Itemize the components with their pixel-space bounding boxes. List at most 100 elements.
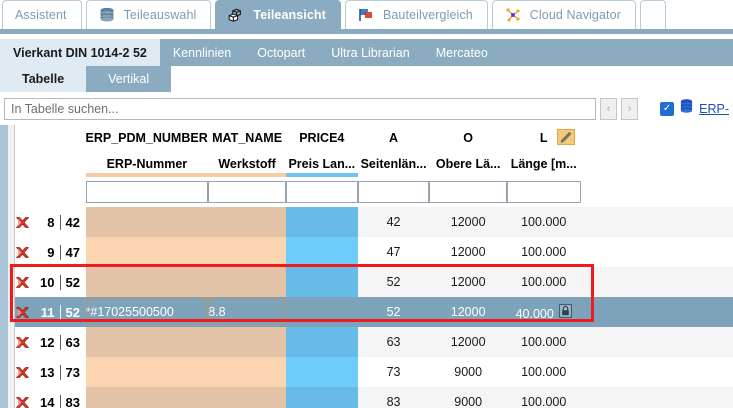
ribbon-tab-teileauswahl[interactable]: Teileauswahl <box>85 0 212 29</box>
cell-mat-name[interactable] <box>208 327 286 357</box>
cell-l[interactable]: 100.000 <box>506 267 581 297</box>
cell-price4[interactable] <box>285 327 358 357</box>
subtab-mercateo[interactable]: Mercateo <box>435 45 488 60</box>
cell-l[interactable]: 100.000 <box>506 207 581 237</box>
filter-input-PRICE4[interactable] <box>285 181 358 203</box>
cell-erp-number[interactable]: *#17025500500 <box>85 297 209 327</box>
cell-o[interactable]: 9000 <box>429 387 507 408</box>
cell-mat-name[interactable] <box>208 207 286 237</box>
cell-erp-number[interactable] <box>85 207 209 237</box>
filter-input-O[interactable] <box>429 181 507 203</box>
table-row[interactable]: 10 52 52 12000 100.000 <box>14 267 733 297</box>
cell-a[interactable]: 73 <box>357 357 430 387</box>
delete-row-icon[interactable] <box>15 245 36 260</box>
cell-o[interactable]: 12000 <box>429 297 507 327</box>
delete-row-icon[interactable] <box>15 395 36 408</box>
delete-row-icon[interactable] <box>15 275 36 290</box>
row-header[interactable]: 8 42 <box>14 207 86 237</box>
cell-trailing <box>580 357 733 387</box>
cell-price4[interactable] <box>285 387 358 408</box>
row-header[interactable]: 12 63 <box>14 327 86 357</box>
filter-input-ERP_PDM_NUMBER[interactable] <box>85 181 209 203</box>
column-code-O[interactable]: O <box>429 125 507 151</box>
cell-price4[interactable] <box>285 207 358 237</box>
cell-l[interactable]: 100.000 <box>506 327 581 357</box>
row-header[interactable]: 10 52 <box>14 267 86 297</box>
row-header[interactable]: 14 83 <box>14 387 86 408</box>
ribbon-tab-bauteilvergleich[interactable]: Bauteilvergleich <box>344 0 488 29</box>
cell-a[interactable]: 42 <box>357 207 430 237</box>
search-input[interactable] <box>4 97 596 120</box>
ribbon-tab-cloud-navigator[interactable]: Cloud Navigator <box>491 0 636 29</box>
lock-icon[interactable] <box>554 303 572 318</box>
cell-mat-name[interactable] <box>208 267 286 297</box>
cell-price4[interactable] <box>285 237 358 267</box>
filter-input-MAT_NAME[interactable] <box>208 181 286 203</box>
cell-price4[interactable] <box>285 267 358 297</box>
table-row[interactable]: 12 63 63 12000 100.000 <box>14 327 733 357</box>
cell-o[interactable]: 12000 <box>429 207 507 237</box>
ribbon-tab-assistent[interactable]: Assistent <box>2 0 82 29</box>
table-row[interactable]: 11 52 *#17025500500 8.8 52 12000 40.000 <box>14 297 733 327</box>
cell-erp-number[interactable] <box>85 237 209 267</box>
column-code-ERP_PDM_NUMBER[interactable]: ERP_PDM_NUMBER <box>85 125 209 151</box>
cell-o[interactable]: 9000 <box>429 357 507 387</box>
cell-mat-name[interactable] <box>208 237 286 267</box>
delete-row-icon[interactable] <box>15 365 36 380</box>
cell-o[interactable]: 12000 <box>429 327 507 357</box>
subtab-ultra-librarian[interactable]: Ultra Librarian <box>331 45 410 60</box>
cell-erp-number[interactable] <box>85 327 209 357</box>
ribbon-tab-teileansicht[interactable]: Teileansicht <box>215 0 341 29</box>
cell-erp-number[interactable] <box>85 387 209 408</box>
column-code-MAT_NAME[interactable]: MAT_NAME <box>208 125 286 151</box>
row-header[interactable]: 9 47 <box>14 237 86 267</box>
cell-erp-number[interactable] <box>85 357 209 387</box>
cell-l[interactable]: 100.000 <box>506 357 581 387</box>
cell-a[interactable]: 63 <box>357 327 430 357</box>
cell-mat-name[interactable] <box>208 387 286 408</box>
filter-input-A[interactable] <box>357 181 430 203</box>
cell-l[interactable]: 40.000 <box>506 297 581 327</box>
column-code-PRICE4[interactable]: PRICE4 <box>285 125 358 151</box>
search-prev-button[interactable]: ‹ <box>600 97 618 120</box>
table-row[interactable]: 8 42 42 12000 100.000 <box>14 207 733 237</box>
cell-mat-name[interactable] <box>208 357 286 387</box>
filter-input-L[interactable] <box>506 181 581 203</box>
cell-l[interactable]: 100.000 <box>506 387 581 408</box>
cell-mat-name[interactable]: 8.8 <box>208 297 286 327</box>
cell-a[interactable]: 83 <box>357 387 430 408</box>
table-row[interactable]: 13 73 73 9000 100.000 <box>14 357 733 387</box>
column-code-A[interactable]: A <box>357 125 430 151</box>
edit-pencil-icon[interactable] <box>556 129 575 145</box>
subtab-octopart[interactable]: Octopart <box>257 45 306 60</box>
viewtab-vertikal[interactable]: Vertikal <box>86 66 172 92</box>
viewtab-tabelle[interactable]: Tabelle <box>22 72 65 86</box>
subtab-vierkant-din-1014-2-52[interactable]: Vierkant DIN 1014-2 52 <box>0 39 160 66</box>
column-name-label: Obere Lä... <box>435 157 501 171</box>
erp-link[interactable]: ERP- <box>699 101 729 116</box>
column-code-L[interactable]: L <box>506 125 581 151</box>
cell-price4[interactable] <box>285 357 358 387</box>
cell-a[interactable]: 47 <box>357 237 430 267</box>
cell-o-text: 9000 <box>454 395 483 408</box>
delete-row-icon[interactable] <box>15 215 36 230</box>
cell-erp-number[interactable] <box>85 267 209 297</box>
table-row[interactable]: 14 83 83 9000 100.000 <box>14 387 733 408</box>
cell-l[interactable]: 100.000 <box>506 237 581 267</box>
cell-o[interactable]: 12000 <box>429 237 507 267</box>
cell-o-text: 12000 <box>450 305 486 319</box>
ribbon-tab-overflow[interactable] <box>639 0 666 29</box>
row-header[interactable]: 11 52 <box>14 297 86 327</box>
cell-a[interactable]: 52 <box>357 267 430 297</box>
cell-a[interactable]: 52 <box>357 297 430 327</box>
cell-price4[interactable] <box>285 297 358 327</box>
erp-checkbox[interactable]: ✓ <box>660 101 675 116</box>
delete-row-icon[interactable] <box>15 335 36 350</box>
search-next-button[interactable]: › <box>621 97 639 120</box>
table-row[interactable]: 9 47 47 12000 100.000 <box>14 237 733 267</box>
subtab-kennlinien[interactable]: Kennlinien <box>172 45 232 60</box>
cell-o[interactable]: 12000 <box>429 267 507 297</box>
cell-trailing <box>580 387 733 408</box>
delete-row-icon[interactable] <box>15 305 36 320</box>
row-header[interactable]: 13 73 <box>14 357 86 387</box>
